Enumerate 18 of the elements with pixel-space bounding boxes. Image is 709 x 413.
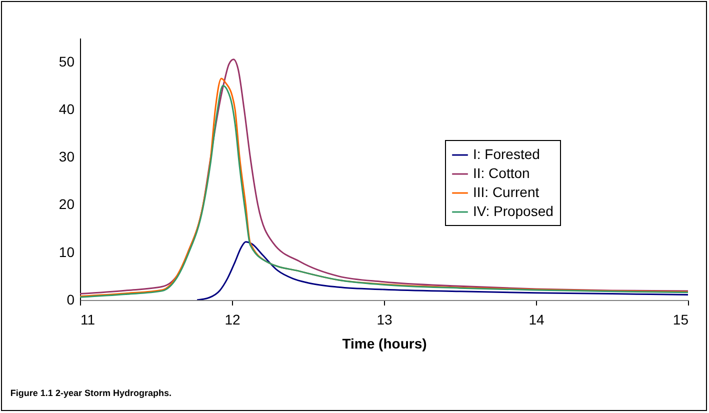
legend-label: IV: Proposed <box>473 203 554 219</box>
x-tick-label: 13 <box>376 312 392 328</box>
y-tick-label: 30 <box>58 148 75 165</box>
x-tick-label: 15 <box>672 312 689 328</box>
legend-label: II: Cotton <box>473 165 530 181</box>
legend-label: I: Forested <box>473 146 540 162</box>
x-tick-label: 14 <box>528 312 544 328</box>
y-tick-label: 20 <box>58 196 75 212</box>
y-tick-label: 40 <box>58 100 75 117</box>
line-series <box>196 241 688 300</box>
y-tick-label: 50 <box>58 53 75 70</box>
legend-label: III: Current <box>473 184 540 200</box>
y-tick-label: 0 <box>66 292 75 308</box>
x-tick-label: 11 <box>80 312 96 328</box>
caption: Figure 1.1 2-year Storm Hydrographs. <box>10 388 172 398</box>
y-tick-label: 10 <box>58 244 75 260</box>
x-axis-title: Time (hours) <box>342 336 427 352</box>
x-tick-label: 12 <box>224 312 240 328</box>
